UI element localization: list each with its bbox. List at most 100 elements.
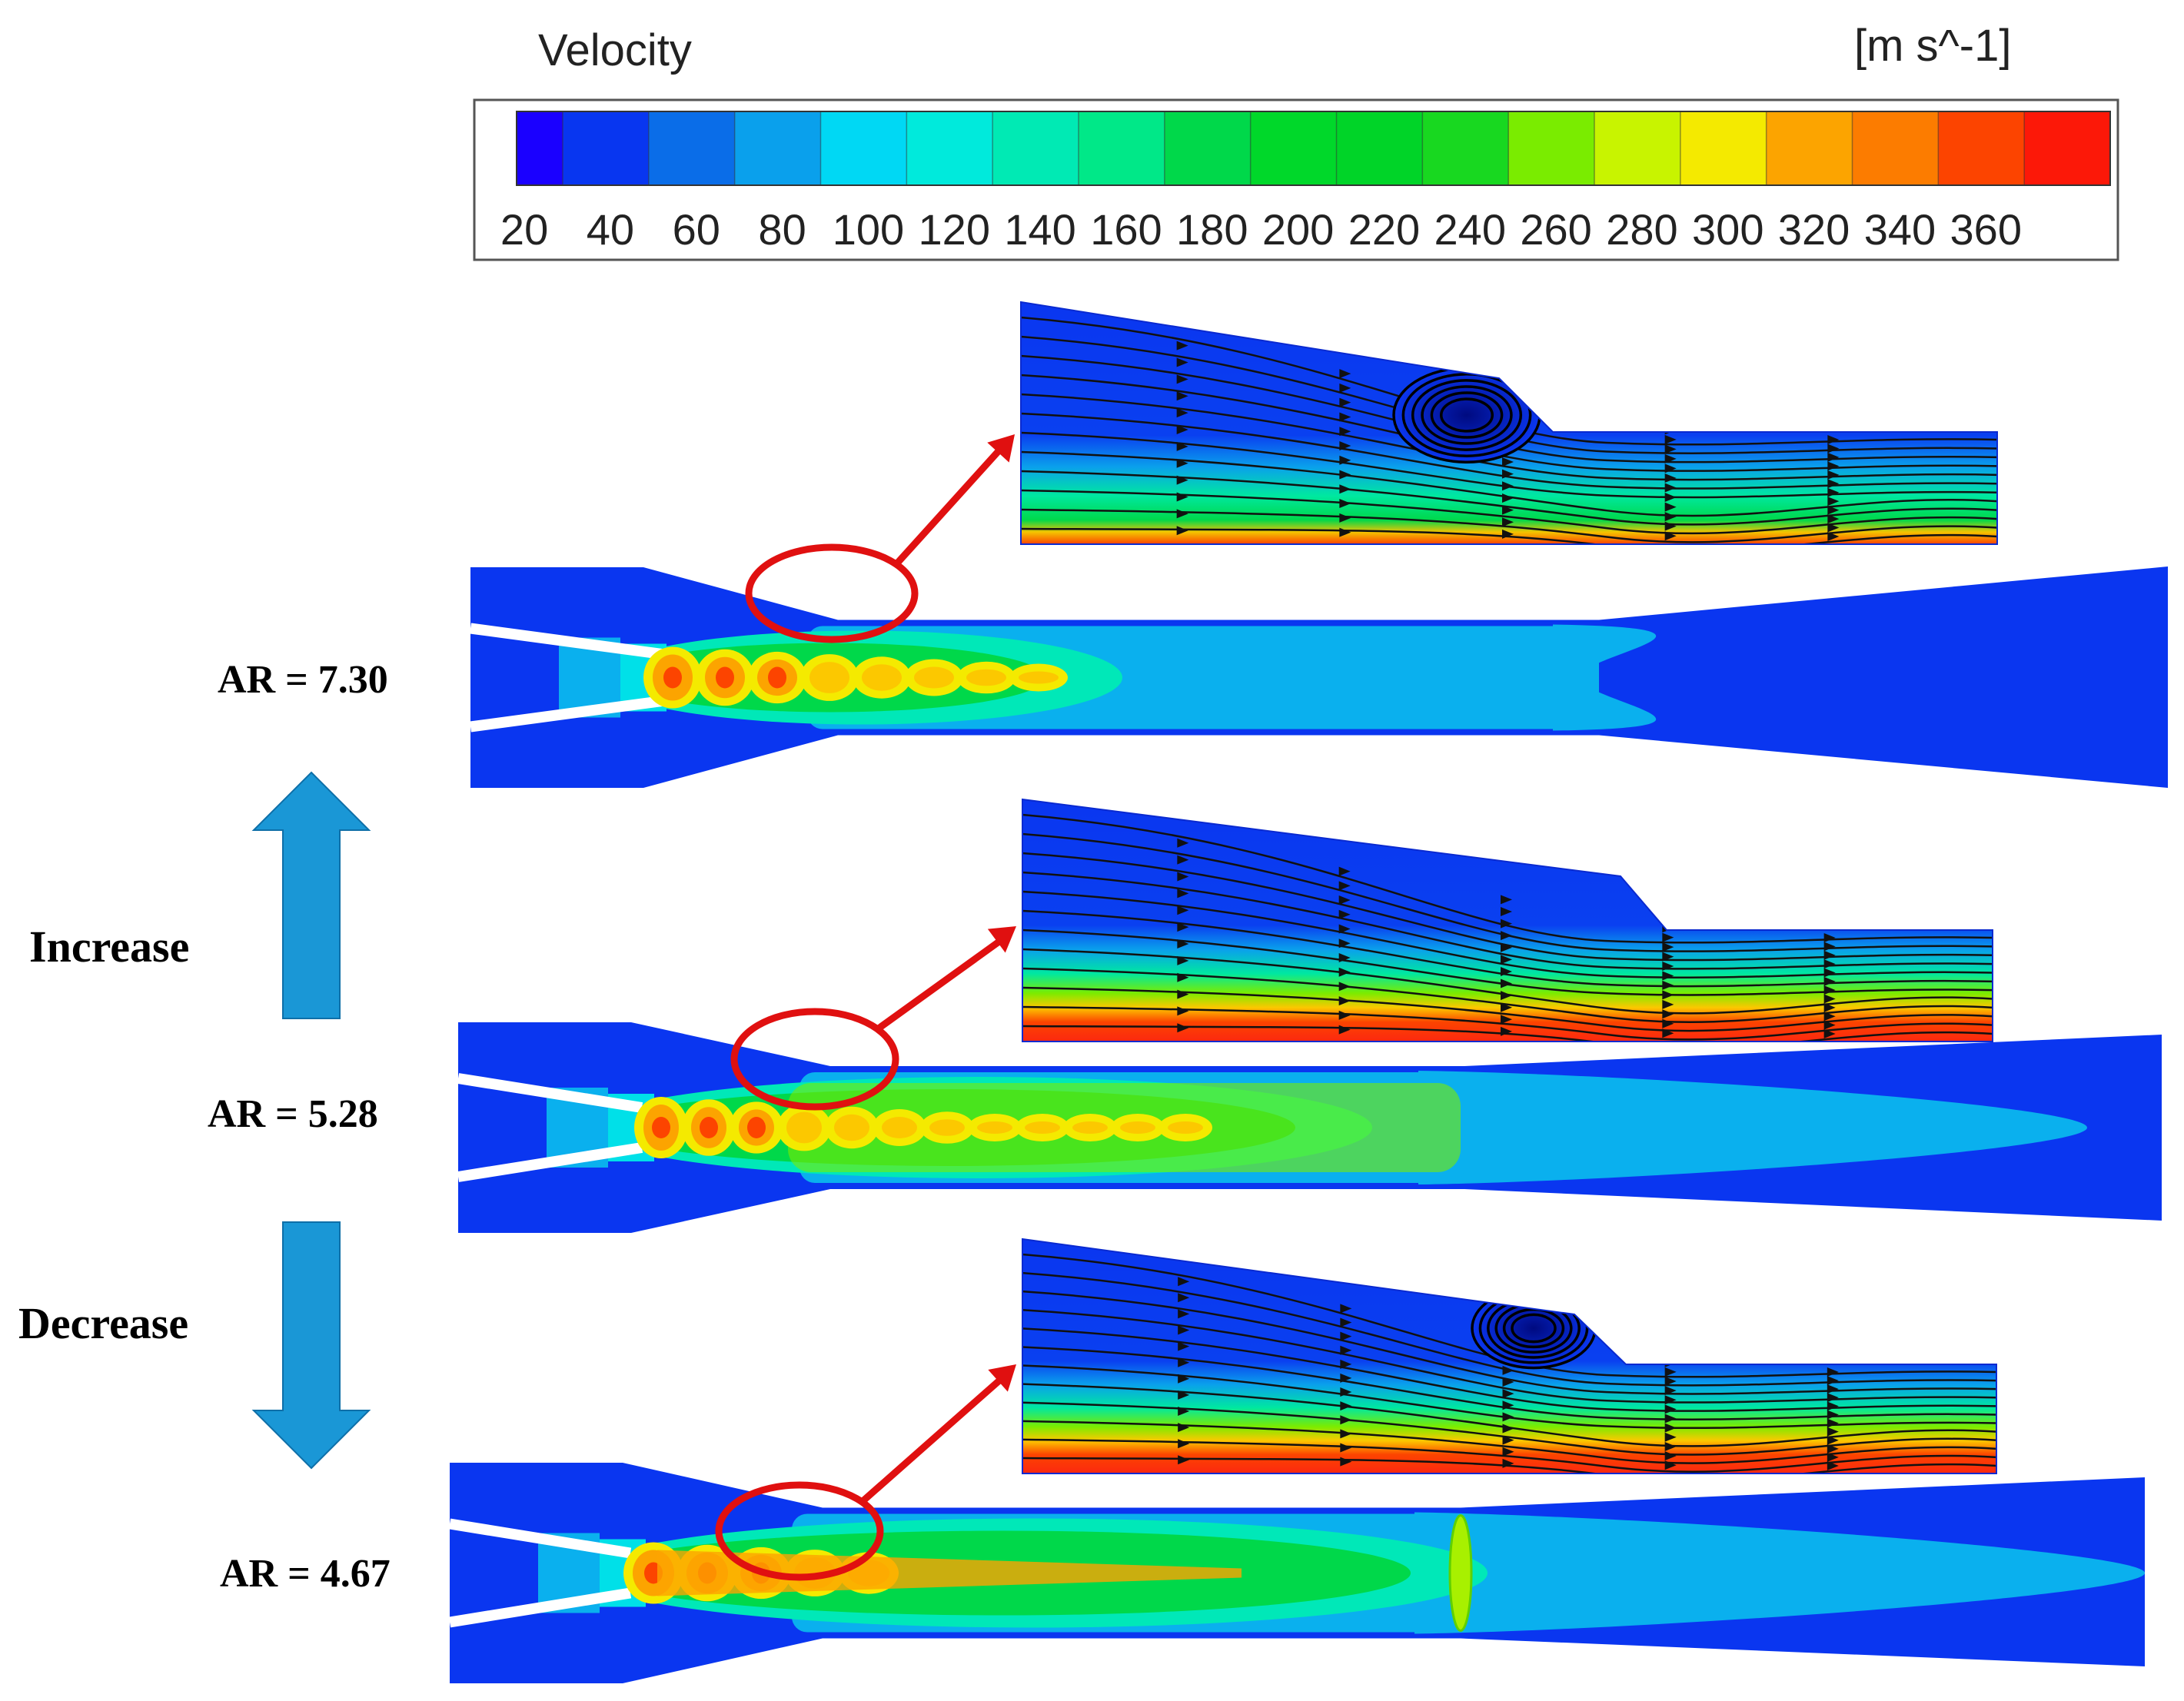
streamline-arrow-icon <box>1338 1010 1351 1020</box>
streamline-arrow-icon <box>1339 412 1351 422</box>
colorbar-tick-label: 240 <box>1434 205 1506 254</box>
streamline-arrow-icon <box>1177 939 1189 949</box>
streamline-arrow-icon <box>1827 470 1840 480</box>
streamline-arrow-icon <box>1664 531 1677 541</box>
streamline-arrow-icon <box>1502 517 1514 527</box>
streamline-arrow-icon <box>1178 1325 1190 1335</box>
streamline-arrow-icon <box>1177 1006 1189 1016</box>
streamline-arrow-icon <box>1827 461 1840 471</box>
streamline-arrow-icon <box>1827 1376 1839 1386</box>
streamline-arrow-icon <box>1827 1401 1839 1411</box>
callout-ellipse <box>715 1481 884 1581</box>
streamline-arrow-icon <box>1502 529 1514 539</box>
streamline-arrow-icon <box>1176 458 1188 468</box>
shock-cell-core <box>882 1117 917 1138</box>
ejector-panel-1 <box>470 566 2168 788</box>
streamline-arrow-icon <box>1664 1414 1677 1424</box>
streamline-arrow-icon <box>1823 942 1836 952</box>
streamline-arrow-icon <box>1662 1009 1674 1019</box>
streamline-arrow-icon <box>1502 1447 1514 1457</box>
streamline-arrow-icon <box>1501 895 1512 905</box>
streamline-arrow-icon <box>1339 440 1351 450</box>
streamline-arrow-icon <box>1502 1424 1514 1434</box>
streamline <box>1022 1309 1996 1404</box>
zoom-inset-2 <box>1022 798 1993 1042</box>
shock-cell-peak <box>663 666 682 689</box>
streamline-arrow-icon <box>1178 1277 1190 1287</box>
streamline <box>1022 1364 1996 1430</box>
streamline-arrow-icon <box>1823 959 1836 969</box>
streamline <box>1022 1271 1996 1387</box>
shock-cell-core <box>1025 1121 1060 1134</box>
streamline-arrow-icon <box>1501 906 1512 916</box>
streamline-arrow-icon <box>1664 1367 1677 1377</box>
streamline-arrow-icon <box>1340 1443 1352 1453</box>
streamline-arrow-icon <box>1340 1304 1352 1314</box>
streamline-arrow-icon <box>1178 1374 1190 1384</box>
streamline-arrow-icon <box>1664 1395 1677 1405</box>
streamline-arrow-icon <box>1501 1015 1512 1025</box>
colorbar-tick-label: 100 <box>833 205 904 254</box>
callout-ellipse <box>745 543 919 643</box>
streamline <box>1022 1420 1996 1464</box>
streamline-arrow-icon <box>1664 502 1677 512</box>
streamline-arrow-icon <box>1664 1441 1677 1451</box>
streamline-arrow-icon <box>1339 369 1351 379</box>
streamline <box>1022 929 1993 996</box>
streamline-arrow-icon <box>1502 505 1514 515</box>
streamline-arrow-icon <box>1177 972 1189 982</box>
streamline-arrow-icon <box>1176 509 1188 519</box>
streamline-arrow-icon <box>1823 994 1836 1004</box>
vortex-ring <box>1430 391 1504 439</box>
streamline-arrow-icon <box>1177 838 1189 848</box>
streamline <box>1022 1025 1993 1042</box>
streamline-arrow-icon <box>1664 444 1677 454</box>
colorbar-tick-label: 280 <box>1606 205 1677 254</box>
streamline-arrow-icon <box>1177 872 1189 882</box>
streamline-arrow-icon <box>1827 1410 1839 1420</box>
streamline-arrow-icon <box>1664 434 1677 444</box>
streamline-arrow-icon <box>1176 475 1188 485</box>
streamline-arrow-icon <box>1338 952 1351 962</box>
streamline-arrow-icon <box>1178 1406 1190 1416</box>
streamline <box>1022 986 1993 1032</box>
streamline-arrow-icon <box>1827 435 1840 444</box>
shock-cell-core <box>1120 1121 1155 1134</box>
shock-cell-peak <box>700 1117 718 1138</box>
streamline-arrow-icon <box>1662 952 1674 962</box>
streamline-arrow-icon <box>1823 1012 1836 1022</box>
streamline-arrow-icon <box>1340 1415 1352 1425</box>
colorbar-tick-label: 120 <box>919 205 990 254</box>
streamline <box>1021 335 1997 454</box>
streamline-arrow-icon <box>1664 453 1677 463</box>
streamline-arrow-icon <box>1338 939 1351 949</box>
colorbar-tick-label: 320 <box>1778 205 1850 254</box>
streamline-arrow-icon <box>1177 1023 1189 1033</box>
streamline <box>1022 1401 1996 1456</box>
streamline-arrow-icon <box>1339 527 1351 537</box>
streamline-arrow-icon <box>1339 484 1351 494</box>
case-label-ar-528: AR = 5.28 <box>208 1092 378 1136</box>
streamline-arrow-icon <box>1176 526 1188 536</box>
streamline-arrow-icon <box>1338 996 1351 1006</box>
shock-cell-core <box>977 1121 1012 1134</box>
streamline-arrow-icon <box>1502 481 1514 491</box>
callout-arrow-icon <box>988 1364 1016 1392</box>
zoom-inset-1 <box>1020 301 1998 545</box>
colorbar-swatch <box>1852 111 1940 185</box>
streamline <box>1022 1346 1996 1420</box>
shock-cell-core <box>1072 1121 1108 1134</box>
streamline <box>1021 527 1997 544</box>
streamline-arrow-icon <box>1502 1435 1514 1445</box>
streamline-arrow-icon <box>1501 942 1512 952</box>
streamline-arrow-icon <box>1178 1439 1190 1449</box>
colorbar-swatch <box>1422 111 1510 185</box>
streamline-arrow-icon <box>1340 1373 1352 1383</box>
streamline-arrow-icon <box>1339 383 1351 393</box>
streamline-arrow-icon <box>1823 968 1836 978</box>
streamline-arrow-icon <box>1823 1002 1836 1012</box>
streamline-arrow-icon <box>1664 512 1677 522</box>
streamline-arrow-icon <box>1501 931 1512 941</box>
streamline-arrow-icon <box>1662 1018 1674 1028</box>
